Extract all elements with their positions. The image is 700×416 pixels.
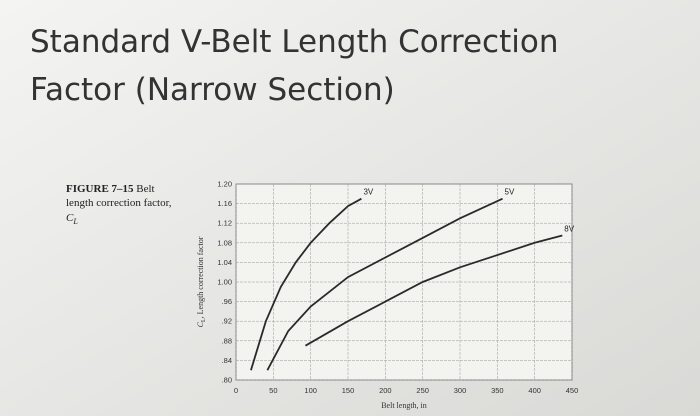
- symbol: C: [196, 321, 205, 327]
- y-tick-label: 1.00: [217, 278, 232, 287]
- y-tick-label: 1.12: [217, 219, 232, 228]
- y-tick-label: .88: [222, 336, 232, 345]
- series-line: [304, 234, 563, 347]
- label-text: , Length correction factor: [196, 236, 205, 318]
- x-tick-label: 100: [304, 386, 317, 395]
- x-tick-label: 200: [379, 386, 392, 395]
- subscript: L: [72, 217, 78, 226]
- series-label: 8V: [564, 224, 574, 233]
- y-tick-label: 1.08: [217, 238, 232, 247]
- y-tick-label: 1.04: [217, 258, 232, 267]
- series-line: [266, 197, 503, 371]
- caption-symbol: CL: [66, 212, 78, 226]
- x-axis-label: Belt length, in: [381, 401, 427, 410]
- x-tick-label: 350: [491, 386, 504, 395]
- symbol: C: [66, 212, 74, 224]
- x-tick-label: 400: [528, 386, 541, 395]
- caption-text: Belt: [136, 183, 154, 195]
- subscript: L: [201, 318, 207, 322]
- x-tick-label: 300: [454, 386, 467, 395]
- caption: length correction factor,: [66, 197, 172, 209]
- y-tick-label: .92: [222, 317, 232, 326]
- y-tick-label: .80: [222, 376, 232, 385]
- y-tick-label: .96: [222, 297, 232, 306]
- slide-title: Factor (Narrow Section): [30, 72, 395, 108]
- x-tick-label: 0: [234, 386, 238, 395]
- figure-number: FIGURE 7–15: [66, 183, 134, 195]
- slide-title: Standard V-Belt Length Correction: [30, 24, 558, 60]
- y-tick-label: 1.16: [217, 199, 232, 208]
- y-tick-label: 1.20: [217, 180, 232, 189]
- y-tick-label: .84: [222, 356, 232, 365]
- x-tick-label: 450: [566, 386, 579, 395]
- x-tick-label: 250: [416, 386, 429, 395]
- y-axis-label: CL, Length correction factor: [196, 236, 207, 327]
- series-label: 5V: [505, 188, 515, 197]
- x-tick-label: 150: [342, 386, 355, 395]
- series-label: 3V: [363, 188, 373, 197]
- x-tick-label: 50: [269, 386, 277, 395]
- caption: FIGURE 7–15 Belt: [66, 183, 155, 195]
- series-line: [250, 197, 362, 371]
